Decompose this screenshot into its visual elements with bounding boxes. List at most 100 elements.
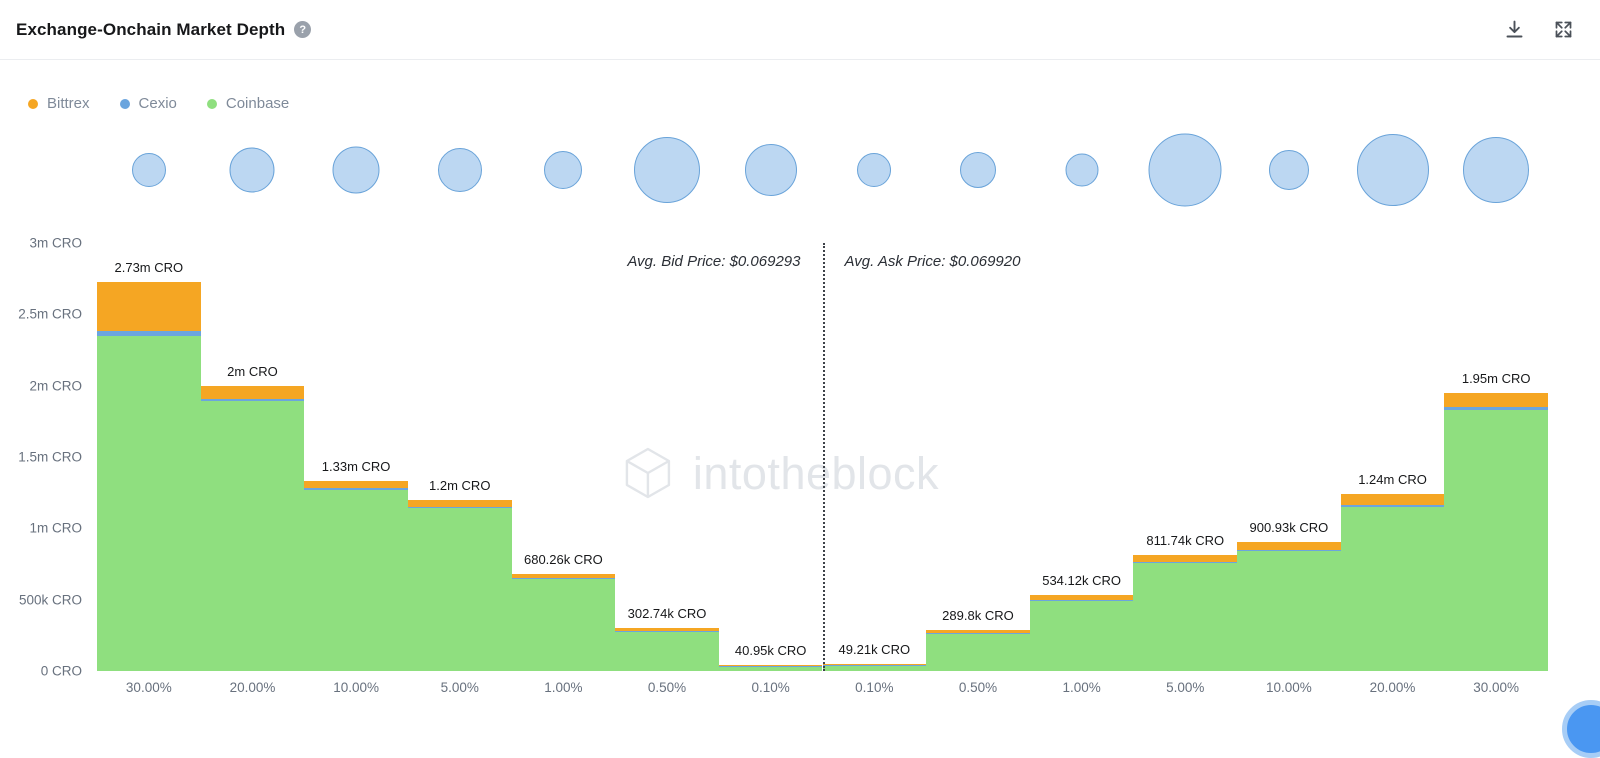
depth-bar-bid-10.00%[interactable]: 1.33m CRO [304,243,408,671]
bar-segment-cexio[interactable] [1237,550,1341,551]
volume-bubble[interactable] [132,153,166,187]
volume-bubble[interactable] [544,151,582,189]
x-axis: 30.00%20.00%10.00%5.00%1.00%0.50%0.10%0.… [97,680,1548,700]
depth-bar-ask-1.00%[interactable]: 534.12k CRO [1030,243,1134,671]
bar-segment-coinbase[interactable] [1341,507,1445,671]
x-axis-label: 5.00% [1133,680,1237,695]
bar-segment-cexio[interactable] [201,399,305,402]
bar-segment-coinbase[interactable] [201,401,305,671]
bar-segment-cexio[interactable] [1341,505,1445,507]
bar-value-label: 2.73m CRO [114,260,183,275]
depth-bar-ask-10.00%[interactable]: 900.93k CRO [1237,243,1341,671]
help-icon[interactable]: ? [294,21,311,38]
bar-segment-bittrex[interactable] [97,282,201,331]
bar-segment-bittrex[interactable] [512,574,616,578]
depth-bar-bid-1.00%[interactable]: 680.26k CRO [512,243,616,671]
bid-ask-divider [823,243,825,671]
volume-bubble[interactable] [857,153,891,187]
volume-bubble[interactable] [333,147,380,194]
depth-bar-ask-5.00%[interactable]: 811.74k CRO [1133,243,1237,671]
bar-segment-cexio[interactable] [615,631,719,632]
bar-segment-coinbase[interactable] [1133,563,1237,671]
bar-segment-cexio[interactable] [408,507,512,509]
x-axis-label: 10.00% [1237,680,1341,695]
volume-bubble[interactable] [1149,134,1222,207]
volume-bubble[interactable] [230,148,275,193]
volume-bubble[interactable] [1463,137,1529,203]
download-button[interactable] [1504,19,1525,40]
bar-segment-coinbase[interactable] [304,490,408,671]
x-axis-label: 20.00% [1341,680,1445,695]
y-axis-label: 2.5m CRO [18,307,82,322]
legend-item-bittrex[interactable]: Bittrex [28,95,90,112]
bar-value-label: 1.33m CRO [322,459,391,474]
volume-bubble[interactable] [438,148,482,192]
bar-segment-cexio[interactable] [97,331,201,336]
volume-bubble[interactable] [1065,154,1098,187]
depth-bar-bid-5.00%[interactable]: 1.2m CRO [408,243,512,671]
x-axis-label: 30.00% [1444,680,1548,695]
bar-segment-cexio[interactable] [1133,562,1237,563]
bar-segment-cexio[interactable] [1030,600,1134,601]
bar-segment-cexio[interactable] [304,488,408,490]
depth-bar-bid-0.10%[interactable]: 40.95k CRO [719,243,823,671]
depth-bar-bid-30.00%[interactable]: 2.73m CRO [97,243,201,671]
bar-segment-coinbase[interactable] [408,508,512,671]
bar-value-label: 1.2m CRO [429,478,490,493]
legend-item-coinbase[interactable]: Coinbase [207,95,289,112]
bar-segment-bittrex[interactable] [304,481,408,487]
expand-button[interactable] [1553,19,1574,40]
widget-header: Exchange-Onchain Market Depth ? [0,0,1600,60]
legend-dot-coinbase [207,99,217,109]
bar-segment-coinbase[interactable] [512,579,616,671]
volume-bubble[interactable] [1269,150,1309,190]
bar-segment-bittrex[interactable] [1444,393,1548,407]
legend-item-cexio[interactable]: Cexio [120,95,177,112]
bar-segment-bittrex[interactable] [1341,494,1445,505]
bar-segment-cexio[interactable] [512,578,616,579]
depth-bar-ask-30.00%[interactable]: 1.95m CRO [1444,243,1548,671]
depth-bar-ask-20.00%[interactable]: 1.24m CRO [1341,243,1445,671]
bar-segment-bittrex[interactable] [615,628,719,632]
bar-segment-cexio[interactable] [926,633,1030,634]
depth-bar-ask-0.10%[interactable]: 49.21k CRO [823,243,927,671]
page-title: Exchange-Onchain Market Depth [16,20,285,40]
avg-bid-annotation: Avg. Bid Price: $0.069293 [627,253,800,270]
bar-segment-bittrex[interactable] [1237,542,1341,550]
x-axis-label: 0.10% [823,680,927,695]
bar-segment-coinbase[interactable] [1237,551,1341,671]
depth-bar-bid-20.00%[interactable]: 2m CRO [201,243,305,671]
volume-bubble[interactable] [634,137,700,203]
bar-segment-cexio[interactable] [1444,407,1548,410]
depth-bar-bid-0.50%[interactable]: 302.74k CRO [615,243,719,671]
volume-bubble[interactable] [1357,134,1429,206]
bar-segment-bittrex[interactable] [823,664,927,665]
x-axis-label: 30.00% [97,680,201,695]
x-axis-label: 0.10% [719,680,823,695]
header-actions [1504,19,1574,40]
plot-area: intotheblock Avg. Bid Price: $0.069293 A… [97,243,1548,671]
bar-value-label: 811.74k CRO [1146,533,1224,548]
x-axis-label: 0.50% [615,680,719,695]
bar-value-label: 1.95m CRO [1462,371,1531,386]
bar-segment-bittrex[interactable] [926,630,1030,633]
bar-segment-coinbase[interactable] [97,336,201,671]
expand-icon [1553,19,1574,40]
bar-segment-bittrex[interactable] [1133,555,1237,562]
bar-segment-coinbase[interactable] [719,667,823,671]
bar-segment-bittrex[interactable] [719,665,823,666]
bar-segment-coinbase[interactable] [823,666,927,671]
bar-segment-bittrex[interactable] [1030,595,1134,600]
bar-segment-coinbase[interactable] [926,634,1030,671]
bar-segment-coinbase[interactable] [1030,600,1134,671]
bar-segment-bittrex[interactable] [201,386,305,399]
bar-segment-coinbase[interactable] [1444,410,1548,671]
volume-bubble[interactable] [745,144,797,196]
depth-bar-ask-0.50%[interactable]: 289.8k CRO [926,243,1030,671]
bar-segment-bittrex[interactable] [408,500,512,507]
volume-bubble[interactable] [960,152,996,188]
bar-segment-coinbase[interactable] [615,632,719,671]
chat-launcher-button[interactable] [1562,700,1600,758]
download-icon [1504,19,1525,40]
